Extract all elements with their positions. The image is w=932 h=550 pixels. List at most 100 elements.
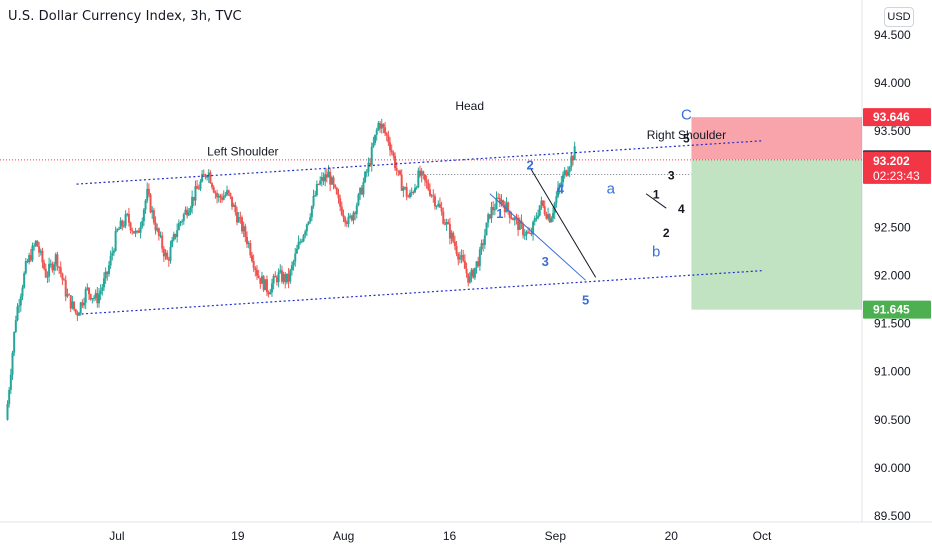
candle [330,177,333,185]
candle [76,312,79,316]
candle [364,171,367,182]
candle [83,302,86,306]
candle [374,134,377,144]
candle [355,205,358,215]
candle [194,186,197,201]
candle [114,231,117,251]
candle [226,190,229,195]
wave-label-9: b [652,243,660,260]
candle [344,217,347,223]
candle [275,277,278,283]
candle [370,146,373,166]
candle [167,259,170,261]
candle [146,188,149,201]
take-profit-zone [691,159,862,310]
candle [197,188,200,190]
candle [387,135,390,143]
candle [405,187,408,197]
wave-label-2: Right Shoulder [647,128,726,142]
candle [181,220,184,222]
candle [282,274,285,282]
candle [134,230,137,234]
price-tick-label: 90.000 [874,461,911,475]
candle [528,232,531,234]
candle [284,274,287,283]
candle [455,246,458,254]
candle [199,181,202,190]
price-tick-label: 91.000 [874,365,911,379]
candle [191,196,194,208]
candle [555,196,558,203]
candle [142,209,145,222]
candle [111,252,114,256]
candle [417,170,420,188]
candle [394,155,397,169]
candle [467,273,470,283]
candle [206,176,209,178]
candle [420,171,423,176]
candle [557,187,560,197]
candle [302,235,305,242]
candle [285,273,288,283]
candle [443,223,446,225]
candle [497,197,500,199]
candle [354,212,357,215]
candle [312,196,315,207]
price-tick-label: 94.000 [874,76,911,90]
candle [112,250,115,253]
currency-button[interactable]: USD [884,7,914,27]
candle [568,167,571,172]
candle [172,233,175,240]
candle [314,195,317,197]
candle [325,174,328,178]
candle [317,183,320,185]
candle [78,312,81,316]
candle [49,263,52,265]
candle [527,231,530,233]
candle [56,254,59,267]
candle [488,214,491,219]
candle [535,217,538,219]
candle [573,146,576,161]
candle [304,231,307,236]
candle [428,189,431,196]
candle [18,305,21,307]
price-tick-label: 94.500 [874,28,911,42]
candle [19,296,22,306]
price-tick-label: 90.500 [874,413,911,427]
candle [222,196,225,200]
candle [207,172,210,177]
candle [315,183,318,196]
candle [211,183,214,188]
price-tick-label: 91.500 [874,317,911,331]
candle [495,197,498,210]
candle [542,200,545,207]
candle [422,171,425,175]
candle [121,220,124,226]
candle [498,197,501,204]
candle [257,275,260,278]
candle [236,211,239,223]
candle [320,176,323,181]
countdown-timer: 02:23:43 [873,169,920,183]
candle [375,130,378,135]
wedge-lower-line [489,193,586,281]
candle [287,273,290,282]
candle [109,255,112,266]
candle [453,241,456,247]
candle [533,218,536,222]
candle [44,268,47,278]
candle [510,217,513,219]
time-tick-label: 19 [231,529,245,543]
time-tick-label: Sep [545,529,567,543]
candle [242,226,245,232]
candle [297,242,300,249]
candle [221,197,224,200]
candle [254,267,257,270]
candle [166,252,169,260]
candle [201,174,204,182]
candle [418,170,421,176]
candle [572,156,574,161]
